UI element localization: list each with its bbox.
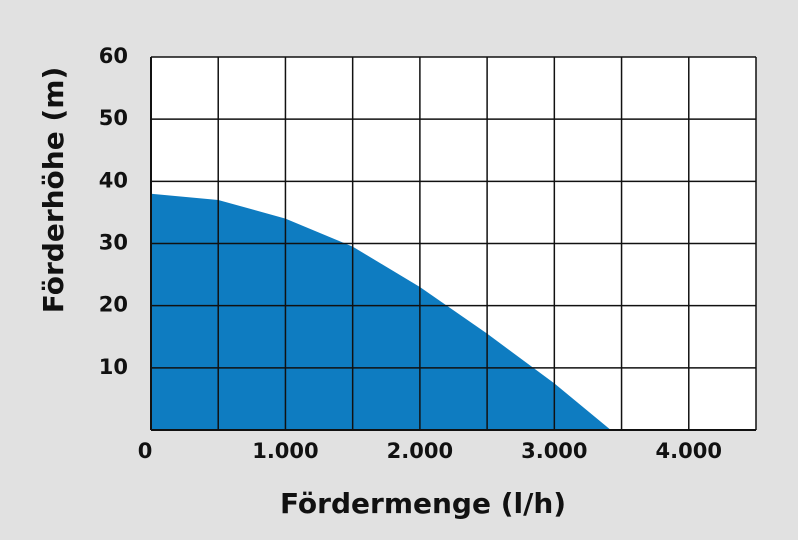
x-axis-label: Fördermenge (l/h) [280,487,566,520]
y-tick-label: 40 [99,168,128,192]
x-tick-label: 3.000 [521,439,587,463]
x-tick-label: 2.000 [387,439,453,463]
y-axis-label: Förderhöhe (m) [37,67,70,314]
x-tick-label: 1.000 [252,439,318,463]
y-tick-label: 60 [99,44,128,68]
y-tick-label: 30 [99,231,128,255]
y-tick-label: 20 [99,293,128,317]
area [151,193,611,430]
y-tick-label: 10 [99,355,128,379]
x-tick-label: 0 [138,439,153,463]
y-tick-label: 50 [99,106,128,130]
x-tick-label: 4.000 [656,439,722,463]
